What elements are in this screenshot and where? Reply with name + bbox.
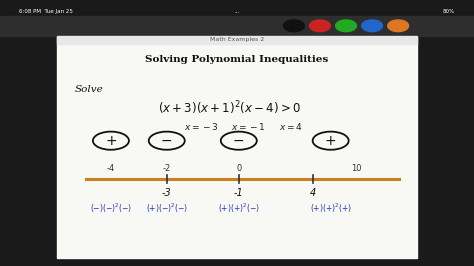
Circle shape bbox=[388, 20, 409, 32]
Text: +: + bbox=[325, 134, 337, 148]
Text: Solve: Solve bbox=[75, 85, 104, 94]
Text: -4: -4 bbox=[107, 164, 115, 173]
Bar bbox=[57, 36, 417, 44]
Text: 6:08 PM  Tue Jan 25: 6:08 PM Tue Jan 25 bbox=[19, 10, 73, 14]
Text: -2: -2 bbox=[163, 164, 171, 173]
Circle shape bbox=[283, 20, 304, 32]
Circle shape bbox=[336, 20, 356, 32]
Text: 4: 4 bbox=[310, 188, 316, 198]
Text: $x=-3$: $x=-3$ bbox=[183, 121, 219, 132]
Text: -1: -1 bbox=[234, 188, 244, 198]
Text: $(x+3)(x+1)^2(x-4) > 0$: $(x+3)(x+1)^2(x-4) > 0$ bbox=[158, 100, 301, 118]
Text: −: − bbox=[233, 134, 245, 148]
Text: $(-)(-)^2(-)$: $(-)(-)^2(-)$ bbox=[90, 201, 132, 215]
Bar bbox=[57, 36, 417, 258]
Text: $(+)(-)^2(-)$: $(+)(-)^2(-)$ bbox=[146, 201, 188, 215]
Text: 10: 10 bbox=[351, 164, 361, 173]
Text: −: − bbox=[161, 134, 173, 148]
Text: 80%: 80% bbox=[443, 10, 455, 14]
Circle shape bbox=[310, 20, 330, 32]
Text: +: + bbox=[105, 134, 117, 148]
Text: 0: 0 bbox=[236, 164, 241, 173]
Text: $x=-1$: $x=-1$ bbox=[230, 121, 265, 132]
Text: $(+)(+)^2(+)$: $(+)(+)^2(+)$ bbox=[310, 201, 352, 215]
Text: Math Examples 2: Math Examples 2 bbox=[210, 38, 264, 42]
Bar bbox=[0, 16, 474, 36]
Text: Solving Polynomial Inequalities: Solving Polynomial Inequalities bbox=[146, 55, 328, 64]
Text: -3: -3 bbox=[162, 188, 172, 198]
Text: ...: ... bbox=[234, 10, 240, 14]
Text: $x=4$: $x=4$ bbox=[279, 121, 303, 132]
Text: $(+)(+)^2(-)$: $(+)(+)^2(-)$ bbox=[218, 201, 260, 215]
Circle shape bbox=[362, 20, 383, 32]
